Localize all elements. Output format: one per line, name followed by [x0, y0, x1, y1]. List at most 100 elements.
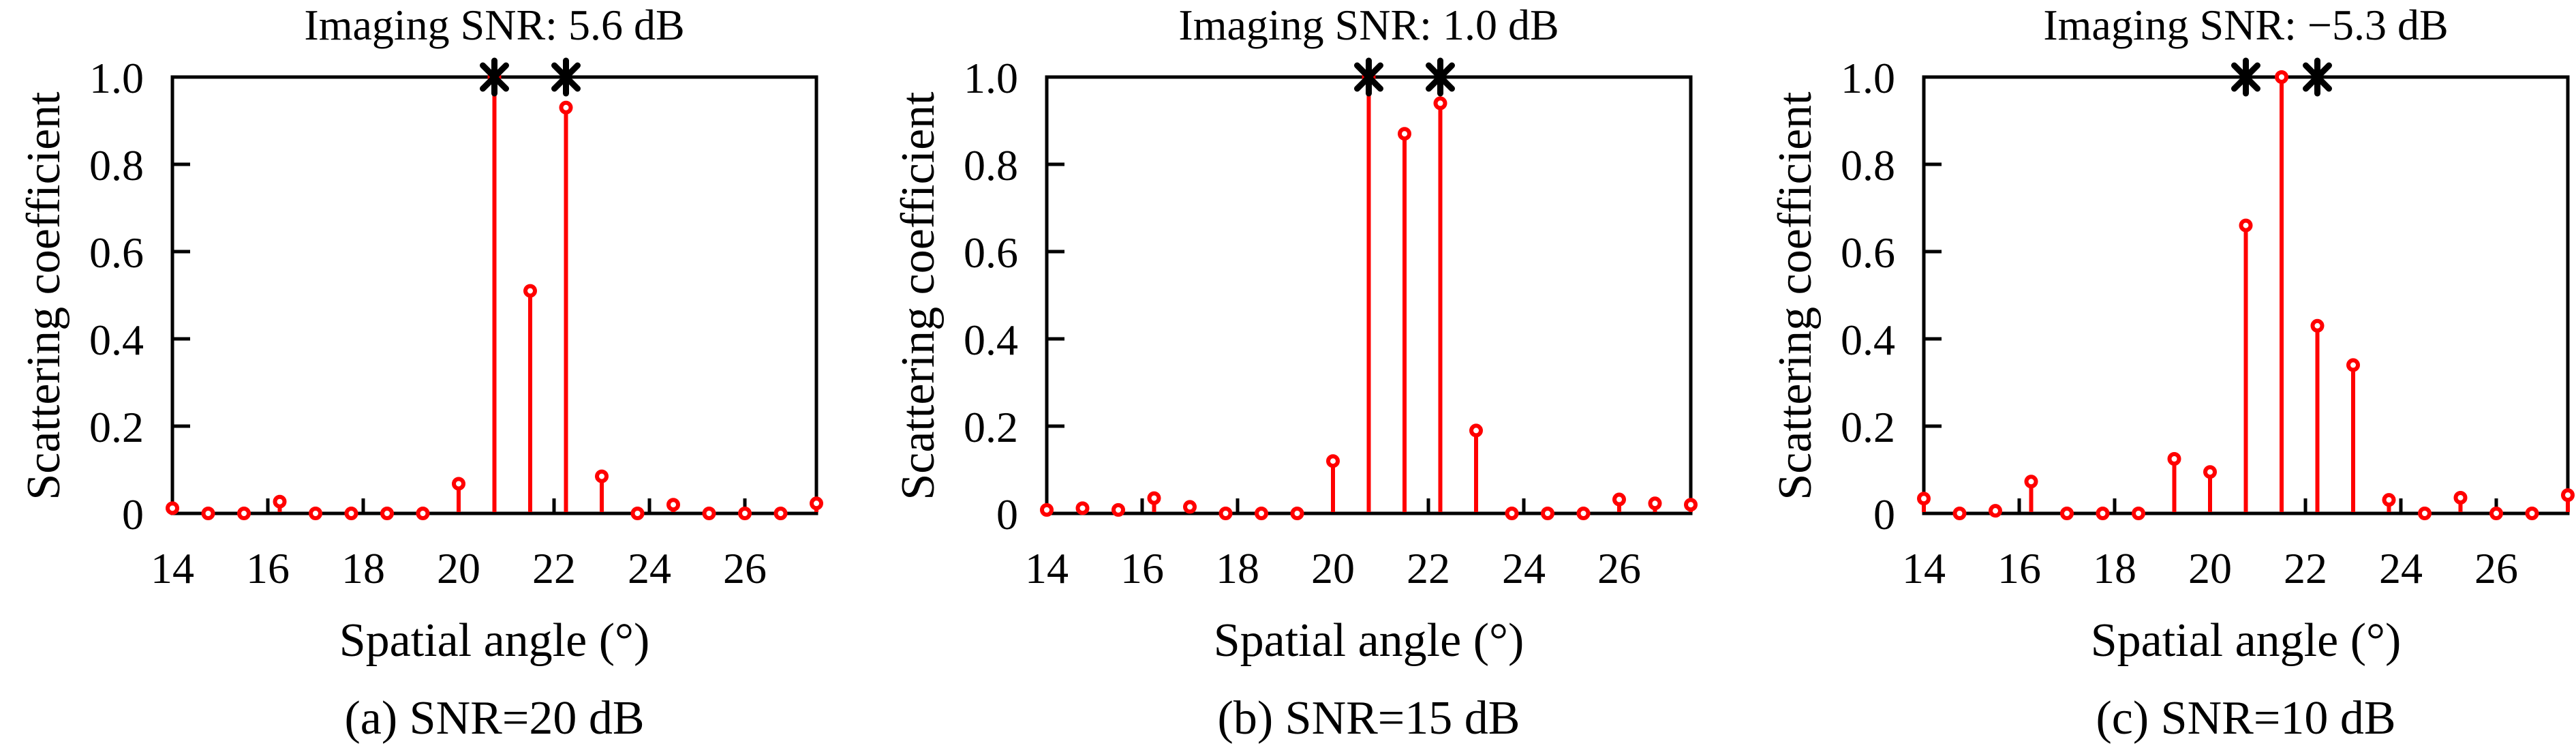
panel-c-plot: 14 16 18 20 22 24 26 0 0.2 0.4 0.6 0.8 1.0 — [1841, 54, 2575, 592]
y-tick-label: 0.4 — [964, 316, 1018, 364]
panel-a-ylabel: Scattering coefficient — [18, 91, 70, 500]
x-tick-label: 16 — [1120, 544, 1164, 592]
stem-marker — [2310, 318, 2325, 333]
stem-marker — [2132, 507, 2145, 520]
stem-marker — [773, 507, 788, 520]
panel-b-ylabel: Scattering coefficient — [892, 91, 945, 500]
truth-asterisk-icon — [551, 57, 581, 97]
y-tick-label: 1.0 — [964, 54, 1018, 102]
y-tick-label: 0.8 — [964, 141, 1018, 190]
stem-marker — [1183, 500, 1197, 514]
stem-marker — [2525, 507, 2539, 520]
panel-a-xlabel: Spatial angle (°) — [339, 614, 650, 667]
stem-marker — [2489, 507, 2503, 520]
x-tick-label: 16 — [246, 544, 290, 592]
y-tick-label: 1.0 — [89, 54, 144, 102]
stem-marker — [2453, 490, 2468, 505]
y-tick-label: 0 — [996, 490, 1018, 539]
y-tick-label: 0.2 — [1841, 403, 1895, 451]
panel-c-ylabel: Scattering coefficient — [1769, 91, 1822, 500]
stem-marker — [2203, 465, 2217, 479]
stem-marker — [166, 501, 179, 515]
stem-marker — [2561, 488, 2575, 502]
stem-marker — [416, 507, 430, 520]
x-tick-label: 18 — [2093, 544, 2136, 592]
stem-marker — [1576, 507, 1591, 520]
stem-marker — [1989, 504, 2002, 518]
stem-marker — [595, 469, 609, 483]
stem-marker — [630, 507, 645, 520]
x-tick-label: 24 — [628, 544, 671, 592]
y-tick-label: 0.4 — [89, 316, 144, 364]
stem-marker — [380, 507, 394, 520]
stem-marker — [559, 100, 573, 115]
y-tick-label: 0.6 — [1841, 228, 1895, 277]
x-tick-label: 14 — [151, 544, 194, 592]
x-tick-label: 18 — [1216, 544, 1259, 592]
panel-b-plot: 14 16 18 20 22 24 26 0 0.2 0.4 0.6 0.8 1.0 — [964, 54, 1698, 592]
stem-marker — [452, 477, 465, 491]
y-tick-label: 1.0 — [1841, 54, 1895, 102]
stem-marker — [2024, 475, 2038, 489]
stem-marker — [1612, 492, 1626, 507]
stem-marker — [1326, 454, 1340, 468]
stem-marker — [666, 498, 680, 512]
stem-marker — [1469, 423, 1483, 438]
stem-marker — [1218, 507, 1233, 520]
y-tick-label: 0.8 — [89, 141, 144, 190]
stem-marker — [2346, 358, 2360, 372]
stem-marker — [1433, 96, 1447, 110]
x-tick-label: 22 — [2284, 544, 2327, 592]
stem-marker — [309, 507, 322, 520]
x-tick-label: 20 — [1311, 544, 1355, 592]
panel-a-caption: (a) SNR=20 dB — [344, 692, 645, 745]
stem-marker — [810, 496, 823, 511]
panel-a-plot: 14 16 18 20 22 24 26 0 0.2 0.4 0.6 0.8 1.0 — [89, 54, 823, 592]
stem-marker — [523, 284, 537, 298]
stem-marker — [1505, 507, 1519, 520]
panel-a-title: Imaging SNR: 5.6 dB — [304, 1, 685, 49]
y-tick-label: 0.4 — [1841, 316, 1895, 364]
x-tick-label: 22 — [532, 544, 576, 592]
stem-marker — [1684, 498, 1698, 512]
stem-marker — [1111, 502, 1125, 517]
stem-marker — [273, 494, 287, 509]
stem-marker — [1952, 507, 1967, 520]
panel-c-title: Imaging SNR: −5.3 dB — [2043, 1, 2449, 49]
x-tick-label: 14 — [1902, 544, 1946, 592]
stem-marker — [2418, 507, 2432, 520]
stem-marker — [1917, 492, 1931, 506]
panel-b-caption: (b) SNR=15 dB — [1217, 692, 1520, 745]
stem-marker — [2060, 507, 2074, 520]
stem-marker — [237, 507, 251, 520]
stem-marker — [738, 507, 752, 520]
stem-marker — [2275, 70, 2288, 84]
stem-marker — [1040, 502, 1054, 517]
stem-marker — [702, 507, 716, 520]
y-tick-label: 0 — [1873, 490, 1895, 539]
panel-b-xlabel: Spatial angle (°) — [1213, 614, 1524, 667]
y-tick-label: 0 — [122, 490, 144, 539]
stem-marker — [1541, 507, 1554, 520]
stem-marker — [2167, 452, 2181, 466]
stem-marker — [1075, 501, 1090, 515]
panel-b-title: Imaging SNR: 1.0 dB — [1178, 1, 1559, 49]
truth-asterisk-icon — [2303, 57, 2332, 97]
truth-asterisk-icon — [1354, 57, 1383, 97]
panel-c-caption: (c) SNR=10 dB — [2096, 692, 2396, 745]
stem-marker — [1147, 491, 1161, 505]
y-tick-label: 0.2 — [964, 403, 1018, 451]
x-tick-label: 26 — [723, 544, 767, 592]
stem-marker — [1290, 507, 1304, 520]
stem-marker — [1648, 496, 1662, 511]
x-tick-label: 26 — [2474, 544, 2518, 592]
x-tick-label: 20 — [2188, 544, 2232, 592]
stem-marker — [201, 507, 215, 520]
x-tick-label: 20 — [437, 544, 480, 592]
y-tick-label: 0.8 — [1841, 141, 1895, 190]
panel-c-xlabel: Spatial angle (°) — [2090, 614, 2402, 667]
stem-marker — [2096, 507, 2110, 520]
x-tick-label: 24 — [2379, 544, 2423, 592]
y-tick-label: 0.6 — [89, 228, 144, 277]
